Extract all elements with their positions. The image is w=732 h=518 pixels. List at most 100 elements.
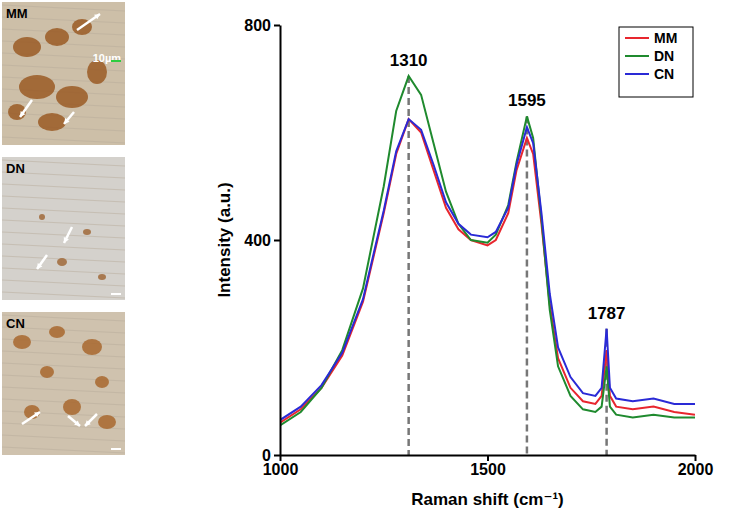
- series-line: [280, 76, 695, 425]
- arrow: [68, 416, 80, 426]
- arrow: [64, 227, 72, 243]
- stained-cell: [57, 258, 67, 266]
- y-axis-title: Intensity (a.u.): [215, 182, 234, 297]
- tissue-texture: [2, 280, 125, 286]
- legend-label: MM: [654, 30, 677, 46]
- y-tick: 800: [244, 17, 280, 34]
- scale-bar: [111, 60, 121, 62]
- arrow-head: [74, 420, 80, 426]
- tissue-texture: [2, 137, 125, 143]
- peak-label: 1595: [508, 91, 546, 110]
- tissue-texture: [2, 435, 125, 441]
- x-tick-label: 2000: [678, 461, 714, 478]
- x-tick-mark: [487, 455, 489, 461]
- tissue-texture: [2, 387, 125, 393]
- x-tick: 1500: [470, 455, 506, 478]
- stained-cell: [98, 415, 116, 429]
- x-tick-mark: [695, 455, 697, 461]
- y-tick: 0: [262, 447, 280, 464]
- x-tick-label: 1500: [470, 461, 506, 478]
- y-tick-mark: [274, 25, 280, 27]
- series-line: [280, 119, 695, 423]
- peak-marker: [407, 76, 410, 455]
- y-tick-mark: [274, 455, 280, 457]
- stained-cell: [45, 28, 69, 46]
- legend-box: [619, 27, 693, 97]
- scale-bar: [111, 448, 121, 450]
- tissue-texture: [2, 363, 125, 369]
- scale-bar-label: 10µm: [93, 52, 122, 64]
- y-tick-label: 400: [244, 232, 271, 249]
- tissue-texture: [2, 244, 125, 250]
- arrow-head: [85, 420, 91, 426]
- series-line: [280, 119, 695, 420]
- legend-swatch: [625, 55, 649, 57]
- plot-area: [280, 76, 695, 455]
- micrograph-background: [2, 312, 125, 455]
- stained-cell: [49, 326, 65, 338]
- stained-cell: [19, 75, 55, 99]
- legend: MM DN CN: [619, 27, 693, 97]
- tissue-texture: [2, 77, 125, 83]
- legend-label: DN: [654, 48, 674, 64]
- arrow: [37, 255, 47, 269]
- arrow: [64, 112, 74, 124]
- arrow: [85, 414, 97, 426]
- y-tick-label: 800: [244, 17, 271, 34]
- micrograph-background: [2, 157, 125, 300]
- tissue-texture: [2, 268, 125, 274]
- x-axis: 1000 1500 2000: [263, 455, 714, 478]
- tissue-texture: [2, 292, 125, 298]
- tissue-texture: [2, 351, 125, 357]
- stained-cell: [13, 37, 41, 57]
- arrow: [20, 100, 32, 117]
- x-axis-title: Raman shift (cm⁻¹): [411, 490, 564, 509]
- tissue-texture: [2, 196, 125, 202]
- stained-cell: [13, 335, 31, 349]
- y-tick-mark: [274, 240, 280, 242]
- micrograph: DN: [2, 157, 125, 300]
- stained-cell: [56, 86, 88, 108]
- stained-cell: [83, 229, 91, 235]
- arrow-head: [20, 111, 25, 117]
- scale-bar: [111, 293, 121, 295]
- micrograph: MM 10µm: [2, 2, 125, 145]
- arrow-head: [64, 237, 69, 243]
- stained-cell: [39, 214, 45, 220]
- panel-label: MM: [6, 6, 28, 21]
- legend-swatch: [625, 73, 649, 75]
- panel-label: DN: [6, 161, 25, 176]
- arrow: [22, 412, 40, 424]
- micrograph-background: [2, 2, 125, 145]
- tissue-texture: [2, 447, 125, 453]
- y-tick: 400: [244, 232, 280, 249]
- peak-marker: [526, 116, 529, 455]
- micrograph: CN: [2, 312, 125, 455]
- arrow-head: [37, 263, 42, 269]
- tissue-texture: [2, 232, 125, 238]
- figure: MM 10µm DN CN 1000 1500 2000 0 400 800 Raman shift…: [0, 0, 732, 518]
- stained-cell: [38, 113, 66, 131]
- arrow-head: [64, 118, 70, 124]
- stained-cell: [40, 366, 54, 378]
- peak-label: 1310: [390, 51, 428, 70]
- panel-label: CN: [6, 316, 25, 331]
- stained-cell: [98, 274, 106, 280]
- x-tick: 2000: [678, 455, 714, 478]
- arrow: [77, 14, 100, 30]
- stained-cell: [82, 339, 102, 355]
- tissue-texture: [2, 184, 125, 190]
- y-axis: 0 400 800: [244, 17, 280, 464]
- arrow-head: [34, 412, 40, 417]
- tissue-texture: [2, 208, 125, 214]
- tissue-texture: [2, 220, 125, 226]
- stained-cell: [63, 399, 81, 415]
- stained-cell: [95, 376, 109, 388]
- tissue-texture: [2, 399, 125, 405]
- legend-label: CN: [654, 66, 674, 82]
- arrow-head: [94, 14, 100, 19]
- peak-label: 1787: [588, 304, 626, 323]
- legend-swatch: [625, 37, 649, 39]
- x-tick-label: 1000: [263, 461, 299, 478]
- y-tick-label: 0: [262, 447, 271, 464]
